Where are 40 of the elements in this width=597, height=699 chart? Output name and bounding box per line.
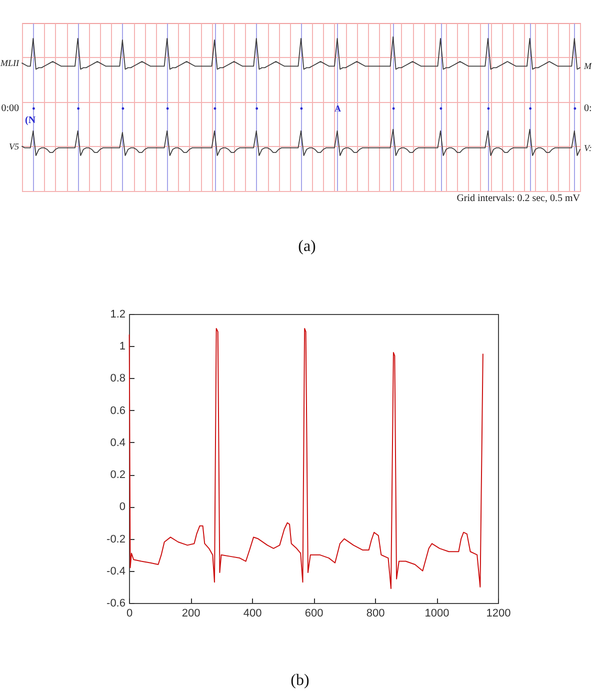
series-label: V5 [9, 141, 20, 152]
x-tick-label: 1000 [424, 608, 450, 620]
x-tick-label: 400 [243, 608, 262, 620]
text: 0:00 [1, 103, 19, 114]
y-tick-label: 0 [119, 501, 126, 514]
y-tick-label: -0.4 [106, 565, 126, 578]
x-tick-label: • [255, 104, 258, 114]
text: 0: [584, 103, 592, 114]
y-tick-label: 0.6 [110, 404, 126, 417]
x-tick-label: • [439, 104, 443, 114]
text: (a) [298, 238, 316, 255]
x-tick-label: • [573, 104, 576, 114]
x-tick-label: 600 [304, 608, 324, 620]
x-tick-label: • [528, 104, 532, 114]
x-tick-label: 1200 [486, 608, 511, 620]
x-tick-label: • [76, 104, 80, 114]
y-tick-label: 1 [119, 340, 126, 353]
series-label: MLII [0, 58, 20, 68]
x-tick-label: • [486, 104, 490, 114]
x-tick-label: 800 [366, 608, 385, 620]
x-tick-label: A [334, 104, 342, 114]
x-tick-label: • [166, 104, 170, 114]
y-tick-label: -0.2 [106, 533, 126, 546]
x-tick-label: • [300, 104, 304, 114]
annotation: (N [25, 115, 36, 126]
line-series [128, 328, 484, 590]
y-tick-label: 1.2 [110, 308, 126, 320]
x-tick-label: • [392, 104, 396, 114]
y-tick-label: -0.6 [106, 598, 126, 610]
y-tick-label: 0.2 [110, 469, 126, 482]
x-tick-label: • [121, 104, 125, 114]
y-tick-label: 0.4 [110, 436, 126, 449]
text: (b) [290, 672, 310, 689]
x-tick-label: • [213, 104, 217, 114]
text: V: [584, 143, 592, 153]
x-tick-label: 200 [182, 608, 200, 620]
text: Grid intervals: 0.2 sec, 0.5 mV [456, 193, 581, 204]
y-tick-label: 0.8 [110, 372, 126, 385]
text: M [583, 61, 592, 71]
x-tick-label: • [32, 104, 36, 114]
